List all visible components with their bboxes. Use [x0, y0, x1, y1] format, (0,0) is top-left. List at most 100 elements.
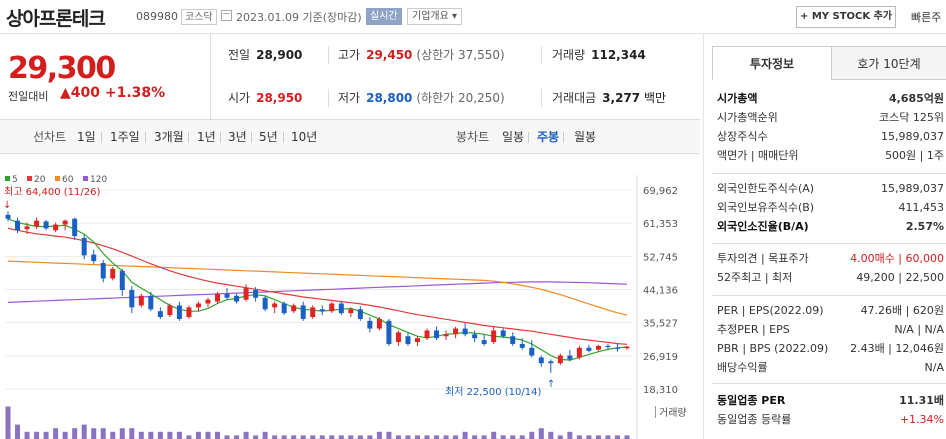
candle-body	[386, 320, 392, 344]
change-percent: +1.38%	[104, 85, 166, 101]
ma-line-60	[7, 260, 628, 316]
volume-bar	[434, 435, 440, 439]
volume-bar	[567, 431, 573, 439]
volume-bar	[386, 431, 392, 439]
volume-bar	[253, 435, 259, 439]
volume-bar	[538, 428, 544, 439]
volume-bar	[310, 435, 316, 439]
candle-body	[434, 330, 440, 339]
candle-body	[234, 295, 240, 302]
quick-order-link[interactable]: 빠른주	[911, 11, 942, 24]
realtime-button[interactable]: 실시간	[366, 8, 402, 25]
legend-swatch	[5, 176, 10, 181]
investment-info-panel: 투자정보 호가 10단계 시가총액 4,685억원 시가총액순위 코스닥 125위 상장…	[707, 34, 946, 439]
candle-body	[195, 303, 201, 308]
y-tick-label: 61,353	[643, 219, 678, 230]
chart-toolbar: 선차트 1일 1주일 3개월 1년 3년 5년 10년 봉차트 일봉 주봉 월봉	[0, 120, 700, 154]
volume-bar	[462, 431, 468, 439]
volume-bar	[148, 431, 154, 439]
volume-label: 거래량	[552, 48, 586, 62]
market-badge: 코스닥	[181, 9, 217, 25]
company-info-dropdown[interactable]: 기업개요 ▾	[407, 8, 463, 25]
candle-body	[586, 347, 592, 351]
volume-bar	[24, 431, 30, 439]
info-label: 추정PER | EPS	[717, 323, 790, 336]
volume-bar	[519, 435, 525, 439]
volume-bar	[319, 435, 325, 439]
volume-bar	[43, 431, 49, 439]
period-10y[interactable]: 10년	[291, 130, 318, 144]
y-tick-label: 44,136	[643, 286, 678, 297]
y-tick-label: 69,962	[643, 186, 678, 197]
info-row: PER | EPS(2022.09) 47.26배 | 620원	[717, 302, 946, 320]
period-3m[interactable]: 3개월	[154, 130, 184, 144]
volume-bar	[338, 435, 344, 439]
candle-body	[224, 293, 230, 298]
volume-bar	[91, 428, 97, 439]
compare-label: 전일대비	[8, 90, 49, 103]
info-row: 상장주식수 15,989,037	[717, 128, 946, 146]
low-arrow-icon: ↑	[547, 379, 555, 390]
volume-bar	[72, 428, 78, 439]
low-label: 저가	[338, 91, 361, 105]
volume-bar	[281, 435, 287, 439]
ma-line-20	[7, 227, 628, 345]
info-row: 52주최고 | 최저 49,200 | 22,500	[717, 269, 946, 287]
period-1w[interactable]: 1주일	[110, 130, 140, 144]
candle-body	[291, 305, 297, 312]
candle-body	[310, 307, 316, 317]
period-3y[interactable]: 3년	[228, 130, 247, 144]
candle-body	[538, 357, 544, 364]
candle-body	[215, 293, 221, 302]
price-stats: 전일 28,900 고가 29,450 (상한가 37,550) 거래량 112,344…	[210, 34, 700, 120]
my-stock-add-button[interactable]: + MY STOCK 추가	[796, 6, 896, 28]
amount-label: 거래대금	[552, 91, 597, 105]
candle-body	[24, 226, 30, 230]
candle-daily[interactable]: 일봉	[502, 130, 525, 144]
info-row: 시가총액순위 코스닥 125위	[717, 109, 946, 127]
info-row: 시가총액 4,685억원	[717, 90, 946, 108]
plus-icon: +	[799, 11, 809, 22]
candle-body	[491, 330, 497, 343]
volume-bar	[167, 431, 173, 439]
volume-bar	[100, 428, 106, 439]
info-value: 4,685억원	[888, 92, 944, 105]
candle-body	[462, 328, 468, 335]
date-note: 기준(장마감)	[302, 11, 362, 24]
volume-bar	[395, 435, 401, 439]
candle-body	[138, 295, 144, 306]
change-value: 400	[70, 85, 101, 101]
high-value: 29,450	[366, 48, 413, 62]
volume-bar	[215, 431, 221, 439]
candle-body	[481, 340, 487, 344]
period-1y[interactable]: 1년	[197, 130, 216, 144]
trade-amount: 거래대금 3,277 백만	[552, 77, 666, 120]
volume-bar	[348, 435, 354, 439]
candle-body	[472, 334, 478, 339]
y-tick-label: 26,919	[643, 352, 678, 363]
info-label: 동일업종 등락률	[717, 413, 792, 426]
candle-weekly[interactable]: 주봉	[537, 130, 560, 144]
candle-body	[405, 336, 411, 344]
info-row: 투자의견 | 목표주가 4.00매수 | 60,000	[717, 250, 946, 268]
info-value: 2.43배 | 12,046원	[850, 342, 944, 355]
info-row: 외국인한도주식수(A) 15,989,037	[717, 180, 946, 198]
info-value: 411,453	[898, 201, 945, 214]
legend-label: 60	[62, 175, 74, 185]
volume-bar	[491, 431, 497, 439]
candle-monthly[interactable]: 월봉	[574, 130, 597, 144]
base-date: 2023.01.09 기준(장마감)	[236, 9, 362, 25]
period-1d[interactable]: 1일	[77, 130, 96, 144]
info-row: 추정PER | EPS N/A | N/A	[717, 321, 946, 339]
high-label: 고가	[338, 48, 361, 62]
volume-bar	[529, 431, 535, 439]
tab-order-book[interactable]: 호가 10단계	[831, 46, 946, 80]
my-stock-label: MY STOCK 추가	[811, 11, 893, 22]
period-5y[interactable]: 5년	[259, 130, 278, 144]
candle-body	[129, 290, 135, 308]
open-price: 시가 28,950	[228, 77, 302, 120]
candle-body	[329, 303, 335, 312]
tab-investment-info[interactable]: 투자정보	[712, 46, 832, 80]
volume-bar	[376, 431, 382, 439]
info-value: 11.31배	[899, 394, 944, 407]
